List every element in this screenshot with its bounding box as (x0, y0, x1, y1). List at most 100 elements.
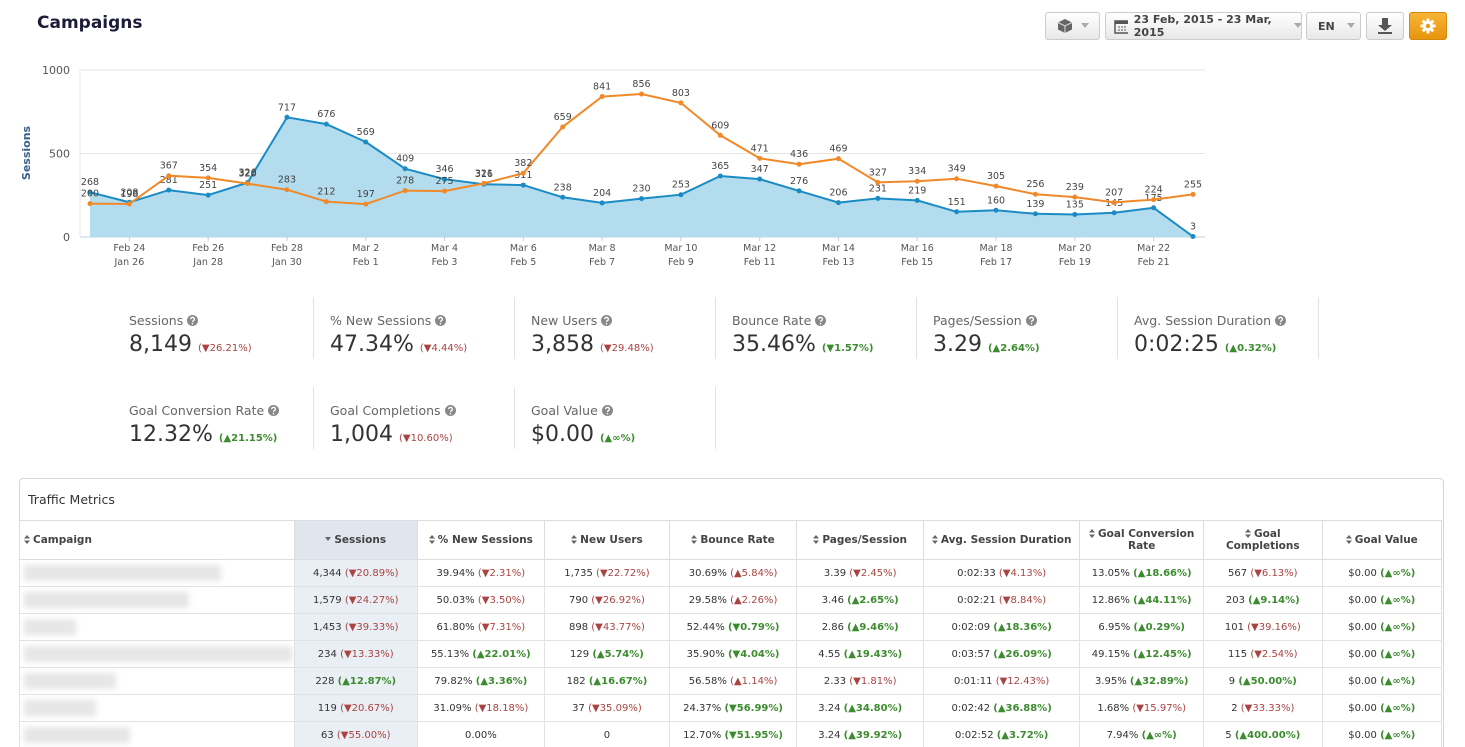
metric-cell: 12.70% (▼51.95%) (668, 721, 798, 747)
point (796, 188, 802, 194)
metric-label: Sessions (129, 313, 184, 328)
point-label: 160 (987, 195, 1005, 206)
point (678, 100, 684, 106)
sort-icon (691, 535, 698, 544)
download-button[interactable] (1366, 12, 1404, 40)
cell-change: (▼13.33%) (340, 648, 394, 660)
metric-cell: 6.95% (▲0.29%) (1079, 613, 1205, 641)
point-label: 334 (908, 166, 926, 177)
point (87, 189, 93, 195)
metric-cell: 1.68% (▼15.97%) (1079, 694, 1205, 722)
cell-value: 0 (603, 729, 611, 741)
metric: Sessions 8,149 (▼26.21%) (113, 297, 314, 359)
help-icon[interactable] (1025, 315, 1037, 326)
view-button[interactable] (1045, 12, 1100, 40)
point-label: 197 (357, 189, 375, 200)
point-label: 3 (1190, 221, 1196, 232)
table-body: 4,344 (▼20.89%) 39.94% (▼2.31%) 1,735 (▼22… (19, 559, 1443, 747)
point-label: 569 (357, 127, 375, 138)
metric-label: Avg. Session Duration (1134, 313, 1272, 328)
help-icon[interactable] (601, 405, 613, 416)
metric-cell: 790 (▼26.92%) (544, 586, 670, 614)
help-icon[interactable] (187, 315, 199, 326)
cell-change: (▲18.36%) (993, 621, 1052, 633)
cell-change: (▲2.26%) (730, 594, 778, 606)
sort-icon (428, 535, 435, 544)
column-header[interactable]: % New Sessions (416, 520, 546, 560)
metric-label: New Users (531, 313, 598, 328)
cell-change: (▲36.88%) (993, 702, 1052, 714)
point-label: 321 (475, 168, 493, 179)
x-tick-label: Mar 14 (822, 243, 855, 254)
x-tick-label-previous: Jan 26 (114, 257, 145, 268)
point (835, 156, 841, 162)
x-tick-label: Mar 12 (743, 243, 776, 254)
metric-cell: 228 (▲12.87%) (293, 667, 418, 695)
cell-value: 61.80% (436, 621, 475, 633)
column-header[interactable]: Sessions (293, 520, 418, 560)
cube-icon (1057, 19, 1072, 33)
language-select[interactable]: EN (1306, 12, 1361, 40)
point (245, 181, 251, 187)
campaign-cell (19, 640, 295, 668)
help-icon[interactable] (601, 315, 613, 326)
column-header[interactable]: Bounce Rate (668, 520, 798, 560)
cell-value: 12.70% (683, 729, 722, 741)
help-icon[interactable] (1275, 315, 1287, 326)
header-row: Campaign Sessions % New Sessions New Users B… (19, 520, 1443, 560)
column-header[interactable]: New Users (544, 520, 670, 560)
help-icon[interactable] (268, 405, 280, 416)
metric-cell: 56.58% (▲1.14%) (668, 667, 798, 695)
point (993, 183, 999, 189)
point (205, 192, 211, 198)
point-label: 219 (908, 185, 926, 196)
point (481, 180, 487, 186)
cell-change: (▲∞%) (1380, 567, 1416, 579)
cell-change: (▼43.77%) (591, 621, 645, 633)
metric-cell: 129 (▲5.74%) (544, 640, 670, 668)
help-icon[interactable] (435, 315, 447, 326)
point-label: 659 (554, 112, 572, 123)
column-header[interactable]: Pages/Session (796, 520, 924, 560)
column-header[interactable]: Goal Conversion Rate (1079, 520, 1205, 560)
cell-value: 39.94% (436, 567, 475, 579)
cell-value: 3.24 (818, 729, 841, 741)
column-header[interactable]: Campaign (19, 520, 295, 560)
cell-change: (▲0.29%) (1133, 621, 1185, 633)
help-icon[interactable] (815, 315, 827, 326)
metric-cell: 1,735 (▼22.72%) (544, 559, 670, 587)
x-tick-label-previous: Feb 7 (589, 257, 615, 268)
column-header[interactable]: Avg. Session Duration (922, 520, 1081, 560)
table-row: 4,344 (▼20.89%) 39.94% (▼2.31%) 1,735 (▼22… (19, 559, 1443, 587)
point-label: 717 (278, 102, 296, 113)
point-label: 255 (1184, 179, 1202, 190)
cell-change: (▼8.84%) (998, 594, 1047, 606)
metric-cell: 0:03:57 (▲26.09%) (922, 640, 1081, 668)
metric-cell: 898 (▼43.77%) (544, 613, 670, 641)
help-icon[interactable] (444, 405, 456, 416)
metric-cell: 0 (544, 721, 670, 747)
metric-label-row: Goal Completions (330, 403, 514, 418)
point (1151, 197, 1157, 203)
column-header[interactable]: Goal Value (1321, 520, 1443, 560)
x-tick-label: Mar 8 (589, 243, 616, 254)
cell-value: 0:02:21 (957, 594, 996, 606)
sort-icon (1345, 535, 1352, 544)
settings-button[interactable] (1409, 12, 1447, 40)
column-header[interactable]: Goal Completions (1203, 520, 1323, 560)
metric-cell: 1,579 (▼24.27%) (293, 586, 418, 614)
date-picker[interactable]: 23 Feb, 2015 - 23 Mar, 2015 (1105, 12, 1302, 40)
cell-value: 4,344 (313, 567, 342, 579)
cell-value: 2 (1231, 702, 1238, 714)
cell-change: (▲∞%) (1380, 702, 1416, 714)
metric-cell: 12.86% (▲44.11%) (1079, 586, 1205, 614)
point (875, 179, 881, 185)
point (599, 200, 605, 206)
metric-cell: 119 (▼20.67%) (293, 694, 418, 722)
cell-value: 182 (566, 675, 586, 687)
cell-change: (▲19.43%) (843, 648, 903, 660)
metric-cell: 115 (▼2.54%) (1203, 640, 1323, 668)
cell-value: 6.95% (1098, 621, 1131, 633)
cell-value: $0.00 (1348, 621, 1377, 633)
column-header-text: Goal Conversion Rate (1098, 528, 1195, 552)
